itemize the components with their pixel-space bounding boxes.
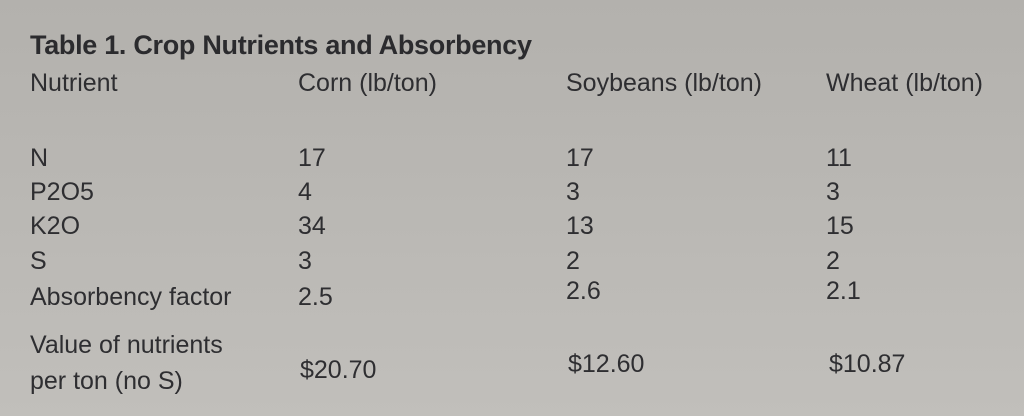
table-title: Table 1. Crop Nutrients and Absorbency (30, 30, 532, 60)
soybeans-value: 2.6 (566, 277, 601, 305)
row-label: S (30, 247, 47, 275)
row-label: P2O5 (30, 178, 94, 206)
corn-value: 2.5 (298, 283, 333, 311)
soybeans-value: $12.60 (568, 350, 645, 378)
soybeans-value: 3 (566, 178, 580, 206)
column-header-soybeans: Soybeans (lb/ton) (566, 69, 762, 97)
row-label: N (30, 144, 49, 172)
soybeans-value: 17 (566, 144, 594, 172)
wheat-value: 11 (826, 144, 852, 172)
corn-value: 17 (298, 144, 326, 172)
corn-value: 34 (298, 212, 326, 240)
corn-value: 3 (298, 247, 312, 275)
corn-value: 4 (298, 178, 312, 206)
wheat-value: 3 (826, 178, 840, 206)
row-label-line2: per ton (no S) (30, 367, 183, 395)
wheat-value: 2 (826, 247, 840, 275)
wheat-value: 15 (826, 212, 854, 240)
soybeans-value: 2 (566, 247, 580, 275)
column-header-nutrient: Nutrient (30, 69, 118, 97)
wheat-value: $10.87 (829, 350, 906, 378)
soybeans-value: 13 (566, 212, 594, 240)
corn-value: $20.70 (300, 356, 377, 384)
row-label-line1: Value of nutrients (30, 331, 223, 359)
row-label: K2O (30, 212, 81, 240)
row-label: Absorbency factor (30, 283, 232, 311)
column-header-corn: Corn (lb/ton) (298, 69, 437, 97)
column-header-wheat: Wheat (lb/ton) (826, 69, 984, 97)
wheat-value: 2.1 (826, 277, 861, 305)
